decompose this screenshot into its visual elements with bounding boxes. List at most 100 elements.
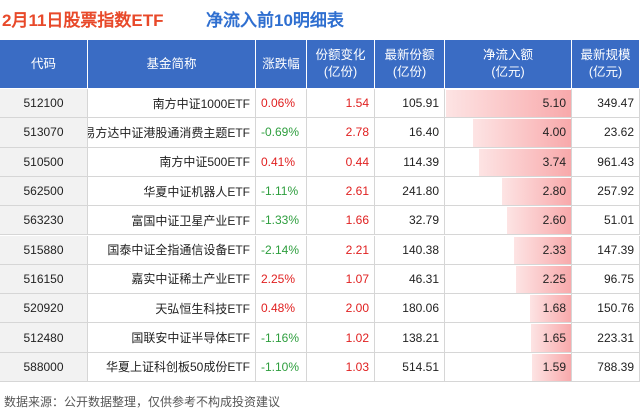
cell-text: 257.92: [597, 184, 634, 199]
cell-text: 1.66: [345, 213, 369, 228]
table-cell: 国联安中证半导体ETF: [88, 323, 256, 353]
table-cell: 1.59: [445, 352, 572, 382]
column-header: 净流入额 (亿元): [445, 40, 572, 88]
cell-text: 2.25: [542, 271, 566, 286]
table-cell: 513070: [0, 118, 88, 148]
table-cell: 140.38: [375, 235, 445, 265]
cell-text: 140.38: [402, 242, 439, 257]
table-cell: 138.21: [375, 323, 445, 353]
table-cell: 16.40: [375, 118, 445, 148]
cell-text: 150.76: [597, 301, 634, 316]
table-cell: 32.79: [375, 206, 445, 236]
table-cell: 257.92: [572, 176, 640, 207]
table-cell: 241.80: [375, 176, 445, 207]
table-cell: 0.44: [307, 147, 375, 177]
inflow-bar: [529, 295, 571, 323]
table-cell: 788.39: [572, 352, 640, 382]
table-cell: 114.39: [375, 147, 445, 177]
table-cell: -1.10%: [256, 352, 307, 382]
cell-text: 788.39: [597, 359, 634, 374]
cell-text: 3.74: [542, 154, 566, 169]
column-header: 涨跌幅: [256, 40, 307, 88]
table-cell: 2.78: [307, 118, 375, 148]
table-cell: 0.48%: [256, 294, 307, 324]
inflow-bar: [502, 177, 571, 206]
cell-text: 国联安中证半导体ETF: [131, 331, 250, 346]
table-cell: 512100: [0, 89, 88, 119]
column-header: 最新规模 (亿元): [572, 40, 640, 88]
cell-text: 2.60: [542, 213, 566, 228]
header-line: 净流入额: [482, 48, 533, 62]
cell-text: 华夏上证科创板50成份ETF: [105, 360, 250, 375]
cell-text: 96.75: [603, 271, 634, 286]
table-cell: 96.75: [572, 264, 640, 295]
table-cell: 天弘恒生科技ETF: [88, 294, 256, 324]
cell-text: 4.00: [542, 125, 566, 140]
table-cell: 富国中证卫星产业ETF: [88, 206, 256, 236]
header-line: 基金简称: [146, 56, 197, 71]
cell-text: 512480: [23, 330, 64, 345]
table-cell: 46.31: [375, 264, 445, 295]
table-cell: 南方中证500ETF: [88, 147, 256, 177]
table-cell: 961.43: [572, 147, 640, 177]
table-cell: 51.01: [572, 206, 640, 236]
cell-text: 180.06: [402, 301, 439, 316]
cell-text: 32.79: [408, 213, 439, 228]
cell-text: 易方达中证港股通消费主题ETF: [88, 125, 250, 140]
cell-text: 563230: [23, 213, 64, 228]
table-cell: 4.00: [445, 118, 572, 148]
inflow-bar: [515, 265, 571, 294]
cell-text: 南方中证500ETF: [159, 155, 250, 170]
cell-text: 46.31: [408, 271, 439, 286]
cell-text: -1.11%: [261, 184, 299, 199]
header-line: 最新份额: [384, 48, 435, 62]
table-cell: 223.31: [572, 323, 640, 353]
table-cell: 510500: [0, 147, 88, 177]
cell-text: 1.65: [542, 330, 566, 345]
cell-text: 514.51: [402, 359, 439, 374]
table-cell: 2.21: [307, 235, 375, 265]
cell-text: -0.69%: [261, 125, 300, 140]
table-cell: -0.69%: [256, 118, 307, 148]
header-line: (亿元): [588, 65, 623, 79]
cell-text: 2.80: [542, 184, 566, 199]
cell-text: 国泰中证全指通信设备ETF: [107, 243, 250, 258]
footer-source: 数据来源：公开数据整理，仅供参考不构成投资建议: [4, 395, 281, 409]
table-cell: 5.10: [445, 89, 572, 119]
cell-text: 588000: [23, 359, 64, 374]
table-cell: 515880: [0, 235, 88, 265]
cell-text: 富国中证卫星产业ETF: [131, 213, 250, 228]
cell-text: -1.16%: [261, 330, 300, 345]
table-cell: 1.54: [307, 89, 375, 119]
cell-text: 105.91: [402, 96, 439, 111]
cell-text: 嘉实中证稀土产业ETF: [131, 272, 250, 287]
header-line: (亿份): [323, 65, 358, 79]
cell-text: 2.61: [345, 184, 369, 199]
table-cell: 嘉实中证稀土产业ETF: [88, 264, 256, 295]
cell-text: 513070: [23, 125, 64, 140]
table-cell: -1.33%: [256, 206, 307, 236]
cell-text: 0.06%: [261, 96, 296, 111]
cell-text: 138.21: [402, 330, 439, 345]
cell-text: 2.21: [345, 242, 369, 257]
cell-text: 16.40: [408, 125, 439, 140]
inflow-bar: [532, 353, 571, 381]
cell-text: 2.25%: [261, 271, 296, 286]
cell-text: 51.01: [603, 213, 634, 228]
cell-text: 天弘恒生科技ETF: [155, 301, 250, 316]
cell-text: 1.59: [542, 359, 566, 374]
table-cell: 2.25%: [256, 264, 307, 295]
cell-text: 1.02: [345, 330, 369, 345]
cell-text: 241.80: [402, 184, 439, 199]
header-line: 代码: [30, 56, 56, 71]
cell-text: 2.00: [345, 301, 369, 316]
cell-text: 1.03: [345, 359, 369, 374]
cell-text: 562500: [23, 184, 64, 199]
table-cell: -1.16%: [256, 323, 307, 353]
cell-text: -1.33%: [261, 213, 300, 228]
table-cell: 3.74: [445, 147, 572, 177]
cell-text: 1.68: [542, 301, 566, 316]
column-header: 最新份额 (亿份): [375, 40, 445, 88]
table-cell: 2.25: [445, 264, 572, 295]
table-cell: 易方达中证港股通消费主题ETF: [88, 118, 256, 148]
